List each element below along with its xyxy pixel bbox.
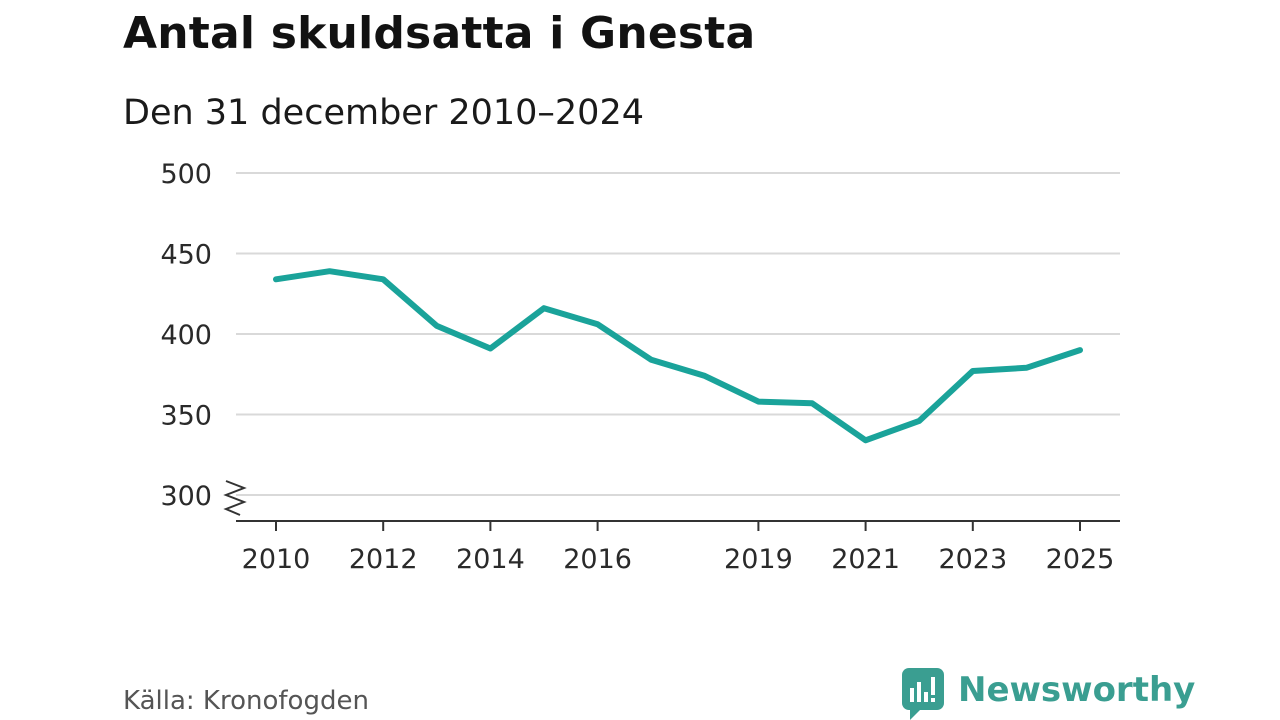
data-point-2022 xyxy=(916,418,922,424)
brand-logo: Newsworthy xyxy=(902,668,1195,720)
data-point-2013 xyxy=(434,323,440,329)
data-point-2021 xyxy=(863,437,869,443)
x-tick-label-2012: 2012 xyxy=(349,544,418,575)
y-tick-label-450: 450 xyxy=(160,240,212,271)
series xyxy=(273,268,1083,444)
x-tick-label-2010: 2010 xyxy=(242,544,311,575)
y-tick-label-300: 300 xyxy=(160,481,212,512)
x-tick-label-2025: 2025 xyxy=(1046,544,1115,575)
data-point-2012 xyxy=(380,276,386,282)
y-tick-label-350: 350 xyxy=(160,401,212,432)
gridlines xyxy=(236,172,1120,496)
series-line xyxy=(273,268,1083,444)
data-point-2017 xyxy=(648,357,654,363)
source-note: Källa: Kronofogden xyxy=(123,686,369,716)
axis-break-mark xyxy=(223,480,247,516)
data-point-2011 xyxy=(327,268,333,274)
data-point-2024 xyxy=(1023,365,1029,371)
x-tick-label-2016: 2016 xyxy=(563,544,632,575)
data-point-2023 xyxy=(970,368,976,374)
data-point-2019 xyxy=(755,399,761,405)
x-tick-label-2014: 2014 xyxy=(456,544,525,575)
newsworthy-logo-icon xyxy=(902,668,944,720)
axis-break xyxy=(223,480,247,516)
data-point-2016 xyxy=(595,321,601,327)
x-axis: 2010 2012 2014 2016 2019 2021 2023 2025 xyxy=(236,520,1120,575)
y-tick-label-400: 400 xyxy=(160,320,212,351)
x-tick-label-2023: 2023 xyxy=(938,544,1007,575)
y-tick-label-500: 500 xyxy=(160,159,212,190)
data-point-2025 xyxy=(1077,347,1083,353)
brand-name: Newsworthy xyxy=(958,670,1196,710)
data-point-2018 xyxy=(702,373,708,379)
y-axis-ticks: 300 350 400 450 500 xyxy=(160,159,212,512)
data-point-2014 xyxy=(487,345,493,351)
x-tick-label-2019: 2019 xyxy=(724,544,793,575)
data-point-2010 xyxy=(273,276,279,282)
chart-subtitle: Den 31 december 2010–2024 xyxy=(123,93,644,133)
chart-title: Antal skuldsatta i Gnesta xyxy=(123,8,756,59)
data-point-2020 xyxy=(809,400,815,406)
data-point-2015 xyxy=(541,305,547,311)
x-tick-label-2021: 2021 xyxy=(831,544,900,575)
